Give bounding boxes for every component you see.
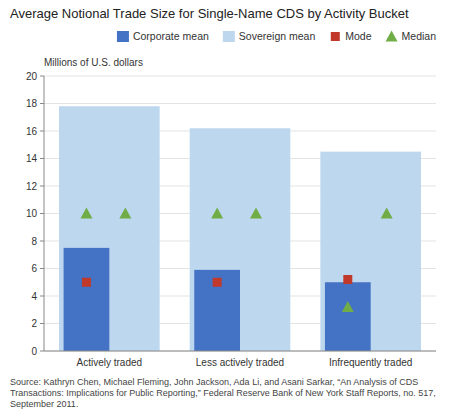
legend-item: Corporate mean: [117, 30, 209, 42]
legend-swatch: [386, 31, 398, 42]
legend-item: Median: [386, 30, 437, 42]
marker: [342, 301, 354, 312]
legend-swatch: [117, 31, 129, 42]
bar: [64, 248, 110, 351]
y-tick: [40, 186, 44, 187]
grid-line: [44, 103, 436, 104]
x-axis: [44, 351, 436, 352]
grid-line: [44, 76, 436, 77]
grid: [44, 76, 436, 351]
x-tick-label: Less actively traded: [196, 357, 284, 368]
marker: [250, 208, 262, 219]
y-tick-label: 16: [26, 126, 38, 137]
bar: [59, 106, 160, 351]
x-tick-label: Infrequently traded: [329, 357, 412, 368]
bar: [320, 152, 421, 351]
legend-label: Mode: [345, 30, 371, 42]
y-tick: [40, 213, 44, 214]
y-tick-label: 6: [31, 263, 37, 274]
legend-item: Mode: [331, 30, 372, 42]
marker: [381, 208, 393, 219]
y-tick: [40, 351, 44, 352]
marker: [211, 208, 223, 219]
legend-label: Sovereign mean: [239, 30, 316, 42]
y-tick-label: 4: [31, 291, 37, 302]
bar: [190, 128, 291, 351]
y-tick: [40, 241, 44, 242]
title: Average Notional Trade Size for Single-N…: [10, 6, 409, 21]
y-tick-label: 2: [31, 318, 37, 329]
bar: [325, 282, 371, 351]
y-tick: [40, 268, 44, 269]
y-axis: [44, 76, 45, 351]
marks: [59, 106, 421, 351]
legend-swatch: [223, 31, 235, 42]
y-tick: [40, 131, 44, 132]
bar: [194, 270, 240, 351]
legend-label: Corporate mean: [133, 30, 209, 42]
legend-swatch: [331, 32, 340, 41]
source-line: September 2011.: [10, 399, 78, 409]
grid-line: [44, 351, 436, 352]
source-line: Transactions: Implications for Public Re…: [10, 388, 436, 398]
y-tick: [40, 158, 44, 159]
y-tick-label: 14: [26, 153, 38, 164]
marker: [82, 278, 91, 287]
y-tick-label: 0: [31, 346, 37, 357]
marker: [213, 278, 222, 287]
y-tick-label: 20: [26, 71, 38, 82]
y-tick: [40, 296, 44, 297]
legend-item: Sovereign mean: [223, 30, 316, 42]
marker: [80, 208, 92, 219]
legend-label: Median: [402, 30, 437, 42]
y-tick: [40, 103, 44, 104]
marker: [119, 208, 131, 219]
y-axis-label: Millions of U.S. dollars: [44, 57, 143, 68]
legend: Corporate mean Sovereign mean Mode Median: [117, 30, 436, 42]
y-tick: [40, 323, 44, 324]
y-tick: [40, 76, 44, 77]
y-tick-label: 8: [31, 236, 37, 247]
y-tick-label: 12: [26, 181, 38, 192]
y-tick-label: 18: [26, 98, 38, 109]
x-tick-label: Actively traded: [77, 357, 143, 368]
chart: Average Notional Trade Size for Single-N…: [0, 0, 450, 413]
marker: [343, 275, 352, 284]
source-line: Source: Kathryn Chen, Michael Fleming, J…: [10, 377, 418, 387]
y-tick-label: 10: [26, 208, 38, 219]
source: Source: Kathryn Chen, Michael Fleming, J…: [10, 377, 436, 409]
